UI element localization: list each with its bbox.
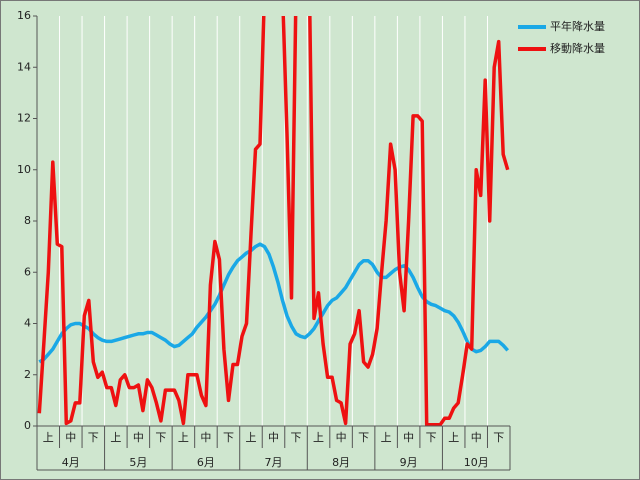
x-tick-label: 下 bbox=[493, 431, 504, 444]
series-line bbox=[38, 242, 510, 364]
x-tick-label: 上 bbox=[245, 431, 256, 444]
month-label: 10月 bbox=[464, 456, 489, 469]
x-tick-label: 中 bbox=[65, 431, 76, 444]
y-tick-label: 8 bbox=[24, 214, 31, 227]
x-tick-label: 中 bbox=[133, 431, 144, 444]
x-tick-label: 中 bbox=[336, 431, 347, 444]
x-tick-label: 中 bbox=[403, 431, 414, 444]
x-tick-label: 中 bbox=[200, 431, 211, 444]
y-tick-label: 16 bbox=[17, 9, 31, 22]
x-tick-label: 下 bbox=[223, 431, 234, 444]
y-tick-label: 14 bbox=[17, 60, 31, 73]
y-tick-label: 10 bbox=[17, 163, 31, 176]
x-tick-label: 中 bbox=[268, 431, 279, 444]
x-tick-label: 上 bbox=[313, 431, 324, 444]
y-tick-label: 6 bbox=[24, 265, 31, 278]
x-tick-label: 上 bbox=[448, 431, 459, 444]
legend-label: 移動降水量 bbox=[550, 41, 605, 55]
month-label: 8月 bbox=[332, 456, 350, 469]
month-label: 5月 bbox=[129, 456, 147, 469]
month-label: 9月 bbox=[400, 456, 418, 469]
series-line bbox=[37, 16, 510, 426]
x-tick-label: 下 bbox=[358, 431, 369, 444]
month-label: 7月 bbox=[265, 456, 283, 469]
legend-label: 平年降水量 bbox=[550, 19, 605, 33]
x-tick-label: 下 bbox=[155, 431, 166, 444]
x-tick-label: 上 bbox=[178, 431, 189, 444]
y-tick-label: 0 bbox=[24, 419, 31, 432]
x-tick-label: 上 bbox=[110, 431, 121, 444]
x-tick-label: 下 bbox=[426, 431, 437, 444]
x-tick-label: 下 bbox=[88, 431, 99, 444]
month-label: 6月 bbox=[197, 456, 215, 469]
month-label: 4月 bbox=[62, 456, 80, 469]
y-tick-label: 4 bbox=[24, 317, 31, 330]
y-tick-label: 2 bbox=[24, 368, 31, 381]
x-tick-label: 下 bbox=[291, 431, 302, 444]
x-tick-label: 上 bbox=[43, 431, 54, 444]
x-tick-label: 上 bbox=[381, 431, 392, 444]
y-tick-label: 12 bbox=[17, 112, 31, 125]
x-tick-label: 中 bbox=[471, 431, 482, 444]
